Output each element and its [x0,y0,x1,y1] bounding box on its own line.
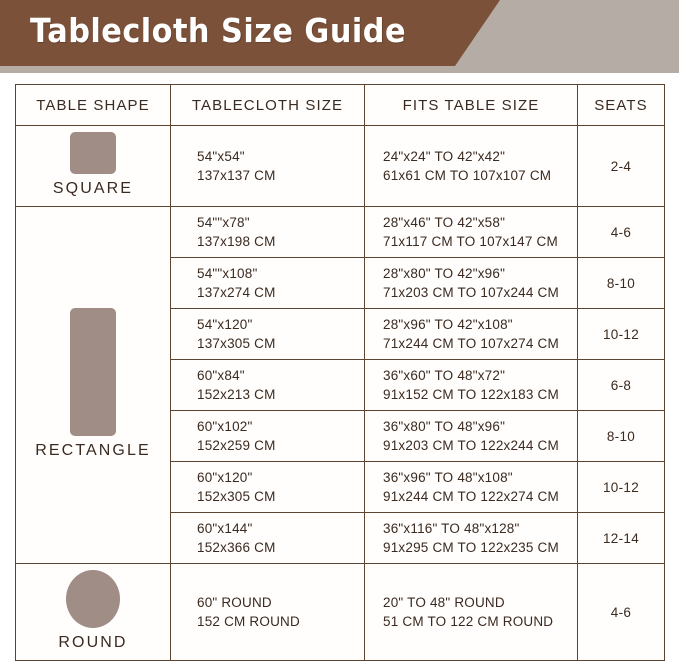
round-swatch-icon [66,570,120,628]
cloth-inches: 54"x54" [197,149,245,164]
banner-underline [0,66,679,73]
cloth-inches: 54""x108" [197,266,258,281]
cell-tablecloth-size: 54"x54" 137x137 CM [170,125,365,207]
cloth-inches: 60"x144" [197,521,253,536]
table-row: 54""x108" 137x274 CM 28"x80" TO 42"x96" … [16,257,665,309]
table-row: RECTANGLE 54""x78" 137x198 CM 28"x46" TO… [15,206,665,564]
table-row: SQUARE 54"x54" 137x137 CM 24"x24" TO 42"… [15,125,665,207]
fits-inches: 36"x96" TO 48"x108" [383,470,513,485]
cell-seats: 12-14 [577,512,665,564]
shape-cell-rectangle: RECTANGLE [15,206,171,564]
fits-cm: 91x295 CM TO 122x235 CM [383,540,559,555]
fits-inches: 28"x96" TO 42"x108" [383,317,513,332]
cloth-inches: 60"x102" [197,419,253,434]
cell-fits-table-size: 20" TO 48" ROUND 51 CM TO 122 CM ROUND [364,563,578,661]
fits-cm: 51 CM TO 122 CM ROUND [383,614,554,629]
cell-seats: 10-12 [577,461,665,513]
cloth-cm: 152x213 CM [197,387,276,402]
fits-inches: 36"x116" TO 48"x128" [383,521,520,536]
shape-label-rectangle: RECTANGLE [35,442,151,459]
tablecloth-size-table: TABLE SHAPE TABLECLOTH SIZE FITS TABLE S… [15,84,665,661]
table-row: 54"x120" 137x305 CM 28"x96" TO 42"x108" … [16,308,665,360]
fits-cm: 91x203 CM TO 122x244 CM [383,438,559,453]
cloth-cm: 137x198 CM [197,234,276,249]
fits-cm: 71x203 CM TO 107x244 CM [383,285,559,300]
cell-fits-table-size: 36"x116" TO 48"x128" 91x295 CM TO 122x23… [364,512,578,564]
cloth-inches: 60"x120" [197,470,253,485]
cell-tablecloth-size: 54"x120" 137x305 CM [170,308,365,360]
cell-tablecloth-size: 60"x102" 152x259 CM [170,410,365,462]
shape-label-round: ROUND [58,634,128,651]
size-guide-container: TABLE SHAPE TABLECLOTH SIZE FITS TABLE S… [15,84,665,661]
fits-cm: 91x152 CM TO 122x183 CM [383,387,559,402]
header-fits-table-size: FITS TABLE SIZE [364,84,578,126]
page-title: Tablecloth Size Guide [30,11,407,50]
header-seats: SEATS [577,84,665,126]
header-table-shape: TABLE SHAPE [15,84,171,126]
cell-fits-table-size: 24"x24" TO 42"x42" 61x61 CM TO 107x107 C… [364,125,578,207]
cell-seats: 10-12 [577,308,665,360]
cell-fits-table-size: 36"x60" TO 48"x72" 91x152 CM TO 122x183 … [364,359,578,411]
page-banner: Tablecloth Size Guide [0,0,679,66]
cell-tablecloth-size: 60"x84" 152x213 CM [170,359,365,411]
cell-fits-table-size: 28"x80" TO 42"x96" 71x203 CM TO 107x244 … [364,257,578,309]
cloth-cm: 137x274 CM [197,285,276,300]
header-row: TABLE SHAPE TABLECLOTH SIZE FITS TABLE S… [15,84,665,126]
shape-cell-round: ROUND [15,563,171,661]
fits-inches: 36"x60" TO 48"x72" [383,368,506,383]
fits-inches: 28"x80" TO 42"x96" [383,266,506,281]
table-header: TABLE SHAPE TABLECLOTH SIZE FITS TABLE S… [15,84,665,126]
cloth-inches: 54""x78" [197,215,250,230]
cell-tablecloth-size: 60"x144" 152x366 CM [170,512,365,564]
fits-cm: 71x244 CM TO 107x274 CM [383,336,559,351]
cloth-cm: 137x305 CM [197,336,276,351]
cell-seats: 8-10 [577,257,665,309]
cell-seats: 6-8 [577,359,665,411]
table-row: 60"x120" 152x305 CM 36"x96" TO 48"x108" … [16,461,665,513]
shape-cell-square: SQUARE [15,125,171,207]
fits-cm: 61x61 CM TO 107x107 CM [383,168,552,183]
cloth-cm: 152x305 CM [197,489,276,504]
table-body: SQUARE 54"x54" 137x137 CM 24"x24" TO 42"… [15,125,665,661]
table-row: 60"x144" 152x366 CM 36"x116" TO 48"x128"… [16,512,665,564]
cell-tablecloth-size: 60" ROUND 152 CM ROUND [170,563,365,661]
cloth-cm: 152x366 CM [197,540,276,555]
cell-fits-table-size: 36"x80" TO 48"x96" 91x203 CM TO 122x244 … [364,410,578,462]
square-swatch-icon [70,132,116,174]
cell-fits-table-size: 36"x96" TO 48"x108" 91x244 CM TO 122x274… [364,461,578,513]
cell-tablecloth-size: 54""x78" 137x198 CM [170,206,365,258]
header-tablecloth-size: TABLECLOTH SIZE [170,84,365,126]
cell-seats: 8-10 [577,410,665,462]
table-row: 60"x84" 152x213 CM 36"x60" TO 48"x72" 91… [16,359,665,411]
cell-fits-table-size: 28"x46" TO 42"x58" 71x117 CM TO 107x147 … [364,206,578,258]
fits-inches: 36"x80" TO 48"x96" [383,419,506,434]
fits-cm: 71x117 CM TO 107x147 CM [383,234,558,249]
cloth-cm: 137x137 CM [197,168,276,183]
cloth-inches: 54"x120" [197,317,253,332]
fits-cm: 91x244 CM TO 122x274 CM [383,489,559,504]
cell-tablecloth-size: 54""x108" 137x274 CM [170,257,365,309]
rectangle-swatch-icon [70,308,116,436]
cell-tablecloth-size: 60"x120" 152x305 CM [170,461,365,513]
cell-seats: 4-6 [577,563,665,661]
table-row: ROUND 60" ROUND 152 CM ROUND 20" TO 48" … [15,563,665,661]
cloth-inches: 60" ROUND [197,595,272,610]
cell-seats: 2-4 [577,125,665,207]
cell-seats: 4-6 [577,206,665,258]
cloth-inches: 60"x84" [197,368,245,383]
shape-label-square: SQUARE [52,180,134,197]
fits-inches: 24"x24" TO 42"x42" [383,149,506,164]
cloth-cm: 152 CM ROUND [197,614,300,629]
banner-brown-shape [0,0,500,66]
fits-inches: 28"x46" TO 42"x58" [383,215,506,230]
cloth-cm: 152x259 CM [197,438,276,453]
fits-inches: 20" TO 48" ROUND [383,595,505,610]
cell-fits-table-size: 28"x96" TO 42"x108" 71x244 CM TO 107x274… [364,308,578,360]
